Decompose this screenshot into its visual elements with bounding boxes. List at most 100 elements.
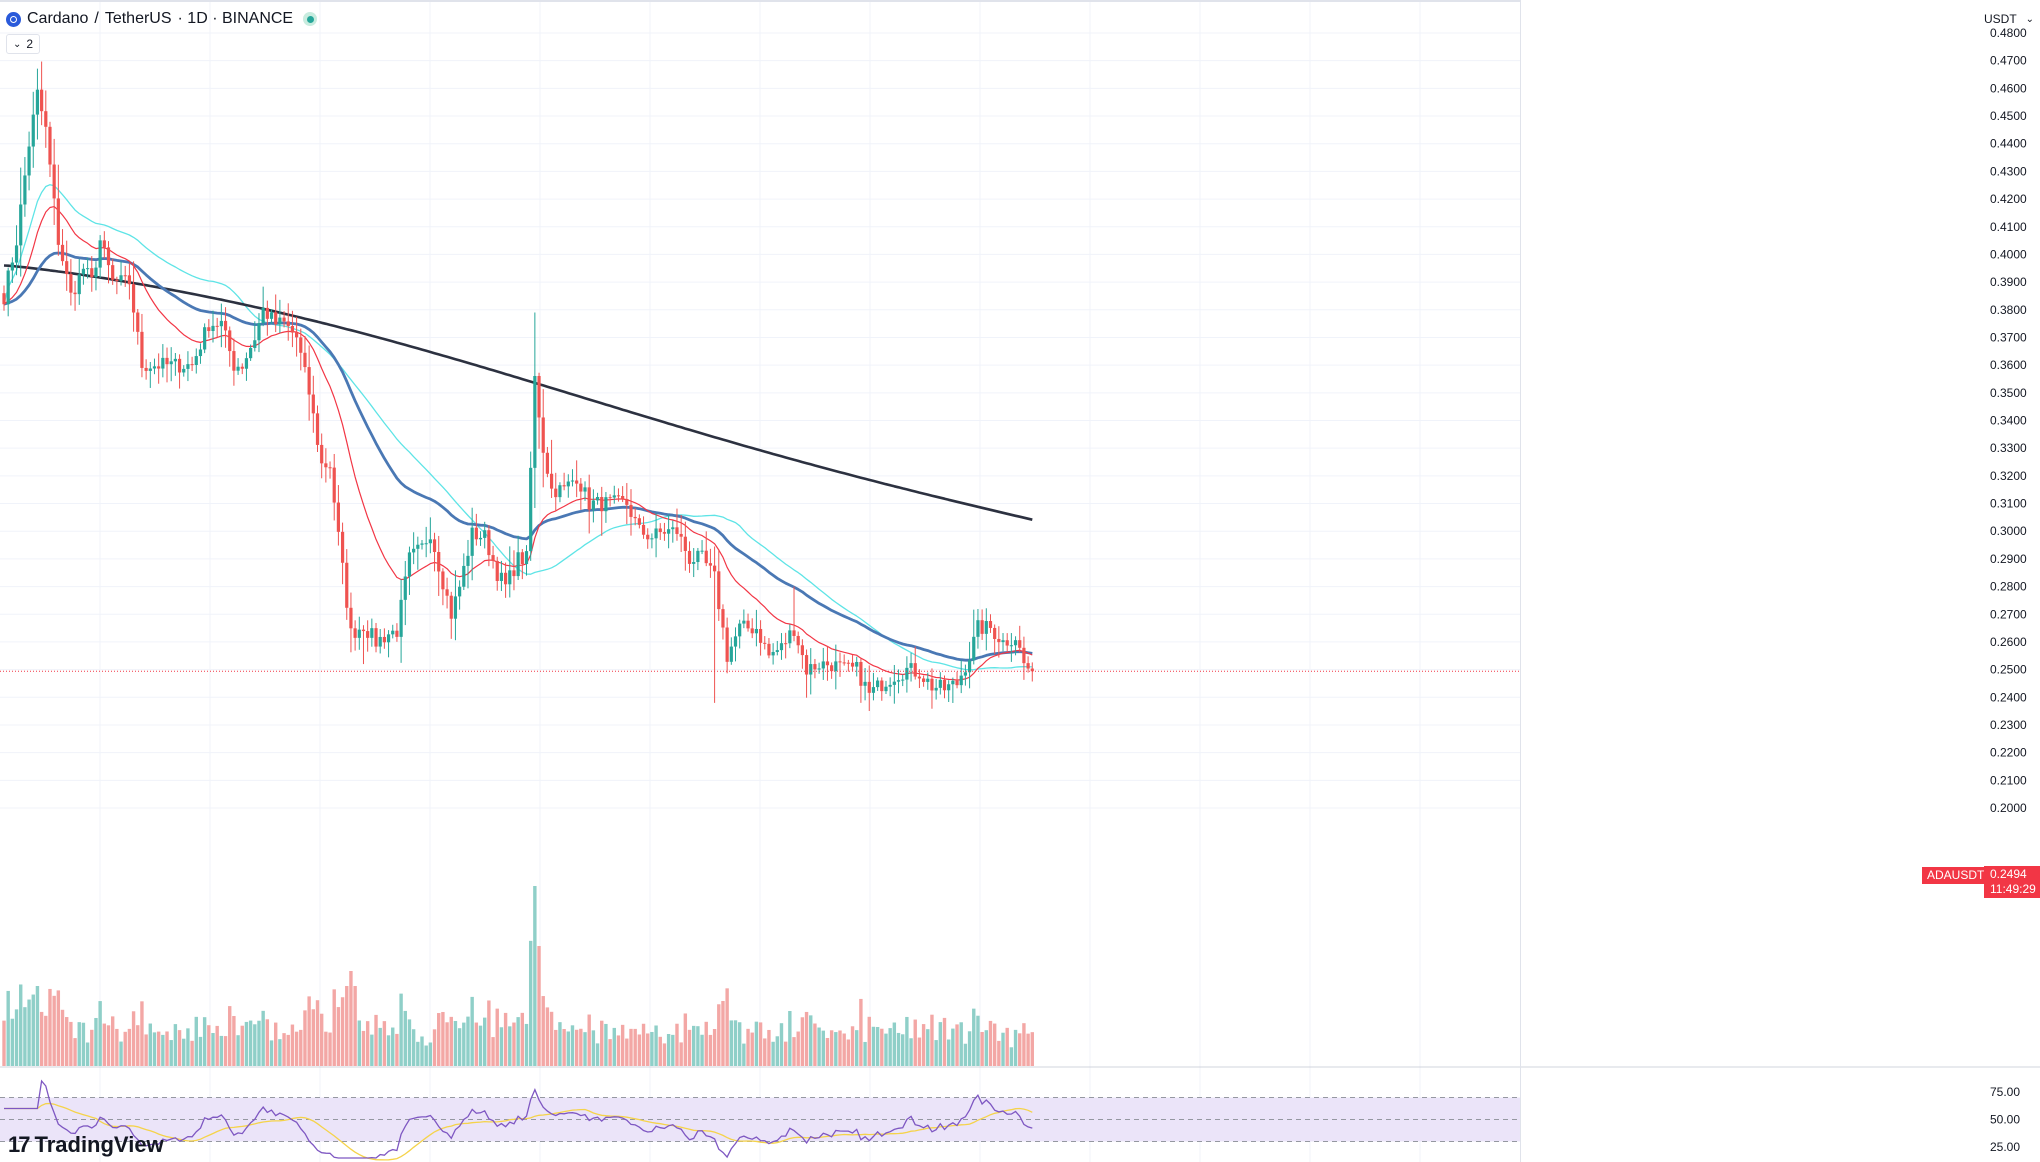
volume-bar bbox=[495, 1008, 499, 1066]
volume-bar bbox=[554, 1029, 558, 1066]
volume-bar bbox=[541, 996, 545, 1066]
volume-bar bbox=[2, 1020, 6, 1066]
volume-bar bbox=[324, 1031, 328, 1066]
volume-bar bbox=[821, 1030, 825, 1066]
candle-body bbox=[60, 244, 65, 262]
volume-bar bbox=[391, 1027, 395, 1066]
candle-body bbox=[90, 268, 94, 278]
currency-label: USDT bbox=[1984, 12, 2017, 26]
volume-bar bbox=[537, 946, 541, 1066]
volume-bar bbox=[842, 1033, 846, 1066]
candle-body bbox=[1005, 640, 1009, 646]
candle-body bbox=[35, 89, 40, 115]
candle-body bbox=[767, 643, 771, 656]
volume-bar bbox=[77, 1022, 81, 1066]
ma-20-line bbox=[3, 206, 1033, 681]
candle-body bbox=[516, 552, 520, 577]
volume-bar bbox=[470, 996, 474, 1066]
candle-body bbox=[236, 366, 240, 371]
volume-bar bbox=[574, 1029, 579, 1066]
volume-bar bbox=[988, 1020, 993, 1066]
price-tick-label: 0.3800 bbox=[1990, 303, 2027, 317]
symbol-meta[interactable]: · 1D · BINANCE bbox=[177, 10, 294, 27]
currency-selector[interactable]: USDT ⌄ bbox=[1984, 8, 2034, 30]
candle-body bbox=[884, 686, 888, 692]
candle-body bbox=[278, 317, 282, 325]
candle-body bbox=[662, 532, 667, 534]
price-tick-label: 0.4800 bbox=[1990, 26, 2027, 40]
indicator-count: 2 bbox=[26, 37, 34, 51]
price-tick-label: 0.4100 bbox=[1990, 220, 2027, 234]
volume-bar bbox=[23, 1007, 27, 1066]
volume-bar bbox=[274, 1022, 278, 1066]
candle-body bbox=[825, 661, 830, 666]
candle-body bbox=[859, 661, 863, 686]
volume-bar bbox=[169, 1040, 173, 1066]
candle-body bbox=[750, 628, 754, 634]
volume-bar bbox=[136, 1025, 140, 1066]
candle-body bbox=[286, 321, 290, 327]
volume-bar bbox=[357, 1020, 361, 1066]
indicators-collapse-button[interactable]: ⌄ 2 bbox=[6, 34, 41, 54]
candle-body bbox=[240, 366, 244, 369]
symbol-base[interactable]: Cardano bbox=[27, 10, 89, 27]
volume-bar bbox=[177, 1030, 182, 1066]
volume-bar bbox=[612, 1027, 616, 1066]
volume-bar bbox=[503, 1012, 508, 1066]
volume-bar bbox=[382, 1021, 387, 1066]
price-tick-label: 0.3900 bbox=[1990, 275, 2027, 289]
candle-body bbox=[579, 483, 583, 492]
candle-body bbox=[131, 284, 136, 313]
candle-body bbox=[754, 628, 758, 634]
volume-bar bbox=[721, 1001, 725, 1066]
volume-bar bbox=[905, 1016, 909, 1066]
candle-body bbox=[951, 680, 955, 685]
volume-bar bbox=[278, 1039, 282, 1066]
volume-bar bbox=[319, 1013, 324, 1066]
candle-body bbox=[453, 596, 458, 619]
volume-bar bbox=[512, 1022, 516, 1066]
volume-bar bbox=[896, 1032, 901, 1066]
price-axis[interactable]: 0.4800 0.4700 0.4600 0.4500 0.4400 0.4300 0.42… bbox=[1990, 26, 2027, 815]
candle-body bbox=[6, 270, 10, 305]
volume-bar bbox=[198, 1036, 203, 1066]
volume-bar bbox=[340, 997, 345, 1066]
volume-bar bbox=[378, 1027, 382, 1066]
volume-bar bbox=[708, 1034, 713, 1066]
volume-bar bbox=[980, 1031, 984, 1066]
volume-bar bbox=[294, 1031, 299, 1066]
candle-body bbox=[733, 636, 738, 647]
volume-bar bbox=[407, 1019, 412, 1066]
volume-bar bbox=[307, 996, 311, 1066]
price-tick-label: 0.2900 bbox=[1990, 552, 2027, 566]
candle-body bbox=[140, 331, 144, 368]
volume-bar bbox=[223, 1036, 228, 1066]
volume-bar bbox=[1022, 1023, 1026, 1066]
volume-bar bbox=[94, 1017, 98, 1066]
volume-bar bbox=[102, 1023, 107, 1066]
candle-body bbox=[173, 358, 177, 362]
volume-bar bbox=[144, 1034, 148, 1066]
volume-bar bbox=[265, 1019, 270, 1066]
tradingview-logo[interactable]: 17 TradingView bbox=[8, 1132, 164, 1158]
candle-body bbox=[1001, 640, 1005, 643]
price-tick-label: 0.3100 bbox=[1990, 497, 2027, 511]
symbol-quote[interactable]: TetherUS bbox=[104, 10, 172, 27]
candlesticks bbox=[2, 61, 1034, 711]
candle-body bbox=[809, 664, 813, 675]
volume-bar bbox=[1026, 1033, 1030, 1066]
candle-body bbox=[771, 651, 775, 656]
volume-bar bbox=[951, 1028, 955, 1066]
candle-body bbox=[804, 655, 809, 675]
volume-bar bbox=[228, 1006, 232, 1066]
candle-body bbox=[324, 463, 328, 468]
volume-bar bbox=[926, 1029, 930, 1066]
symbol-header[interactable]: Cardano / TetherUS · 1D · BINANCE bbox=[6, 8, 318, 30]
candle-body bbox=[784, 643, 788, 645]
volume-bar bbox=[533, 886, 537, 1066]
volume-bar bbox=[85, 1042, 90, 1066]
price-tick-label: 0.2000 bbox=[1990, 801, 2027, 815]
candle-body bbox=[867, 681, 871, 693]
volume-bar bbox=[595, 1043, 600, 1066]
